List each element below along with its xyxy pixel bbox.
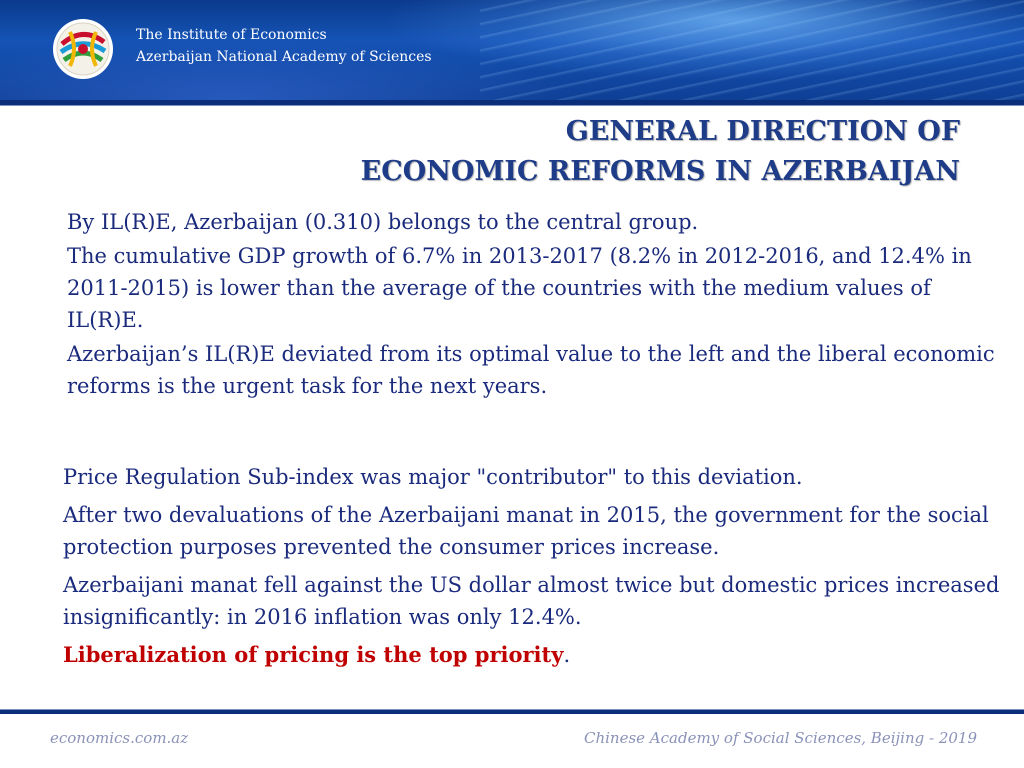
title-line-2: ECONOMIC REFORMS IN AZERBAIJAN [360,156,960,187]
paragraph-gdp-growth: The cumulative GDP growth of 6.7% in 201… [67,244,972,332]
institute-name: The Institute of Economics Azerbaijan Na… [136,24,432,68]
header-divider [0,100,1024,106]
institute-line-1: The Institute of Economics [136,27,327,43]
footer-website: economics.com.az [50,729,189,747]
pricing-block: Price Regulation Sub-index was major "co… [63,461,1008,677]
reform-summary-block: By IL(R)E, Azerbaijan (0.310) belongs to… [67,206,1002,404]
institute-logo-icon [52,18,114,80]
header-light-streaks [480,0,1024,100]
priority-period: . [563,643,571,667]
header-banner: The Institute of Economics Azerbaijan Na… [0,0,1024,100]
paragraph-manat-inflation: Azerbaijani manat fell against the US do… [63,573,1000,629]
header-glow-right [380,0,1024,80]
slide-title: GENERAL DIRECTION OF ECONOMIC REFORMS IN… [361,112,960,192]
priority-statement: Liberalization of pricing is the top pri… [63,639,1008,671]
footer-divider [0,709,1024,714]
paragraph-central-group: By IL(R)E, Azerbaijan (0.310) belongs to… [67,210,699,234]
priority-highlight: Liberalization of pricing is the top pri… [63,642,564,667]
footer-event: Chinese Academy of Social Sciences, Beij… [583,729,977,747]
paragraph-price-regulation: Price Regulation Sub-index was major "co… [63,465,803,489]
title-line-1: GENERAL DIRECTION OF [565,116,960,147]
paragraph-devaluations: After two devaluations of the Azerbaijan… [63,503,989,559]
institute-line-2: Azerbaijan National Academy of Sciences [136,49,432,65]
paragraph-deviation: Azerbaijan’s IL(R)E deviated from its op… [67,342,995,398]
